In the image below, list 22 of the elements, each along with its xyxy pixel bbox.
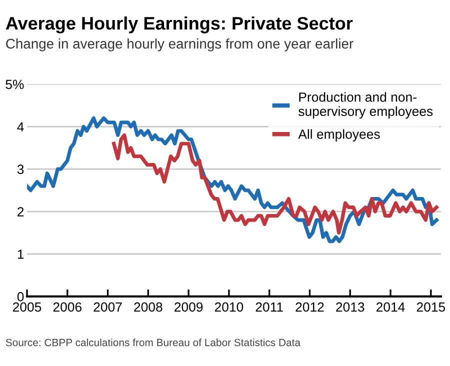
y-tick-label: 3 — [17, 164, 24, 174]
y-tick-label: 4 — [17, 122, 24, 132]
x-tick-label: 2011 — [256, 302, 283, 312]
x-tick-label: 2006 — [53, 302, 82, 312]
x-tick-label: 2013 — [336, 302, 364, 312]
y-tick-label: 1 — [18, 250, 24, 259]
chart-subtitle: Change in average hourly earnings from one year earlier — [6, 38, 354, 52]
y-tick-label: 2 — [18, 207, 24, 216]
y-tick-label: 5% — [6, 80, 24, 90]
legend-label: Production and non- supervisory employees — [298, 92, 433, 119]
x-tick-label: 2009 — [174, 302, 203, 312]
x-tick-label: 2012 — [296, 302, 324, 312]
x-tick-label: 2010 — [214, 302, 244, 312]
chart-title: Average Hourly Earnings: Private Sector — [6, 16, 353, 34]
x-tick-label: 2015 — [416, 302, 446, 312]
source-note: Source: CBPP calculations from Bureau of Labor Statistics Data — [6, 338, 300, 346]
x-tick-label: 2005 — [12, 302, 42, 312]
y-tick-label: 0 — [17, 292, 24, 302]
x-tick-label: 2007 — [94, 302, 122, 312]
x-tick-label: 2014 — [376, 302, 405, 312]
x-tick-label: 2008 — [134, 302, 162, 312]
legend-label: All employees — [298, 129, 380, 142]
